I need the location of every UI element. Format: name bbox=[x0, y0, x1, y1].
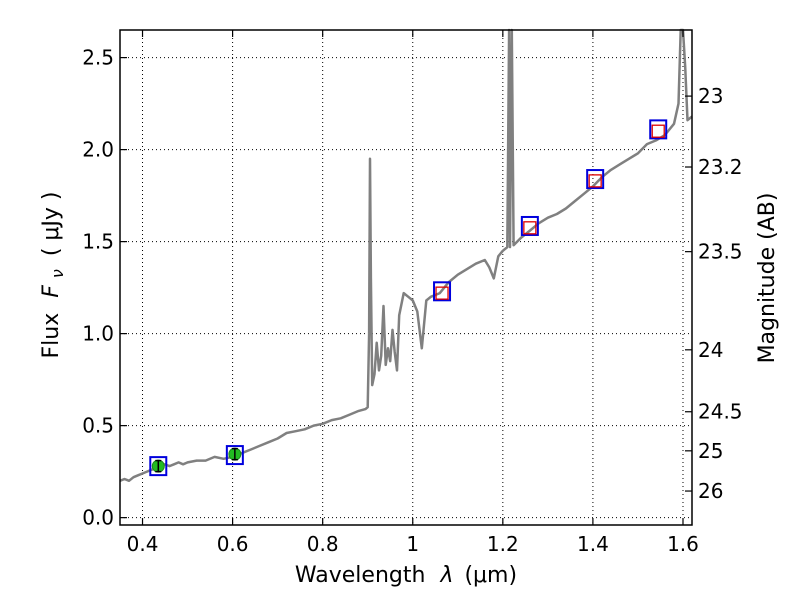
x-tick-label: 0.4 bbox=[127, 532, 159, 556]
x-tick-label: 1 bbox=[406, 532, 419, 556]
x-tick-label: 1.6 bbox=[667, 532, 699, 556]
model-point bbox=[225, 445, 244, 466]
y-tick-label: 0.5 bbox=[82, 414, 114, 438]
ticks bbox=[120, 30, 692, 525]
y2-tick-label: 23.2 bbox=[698, 155, 743, 179]
x-tick-label: 0.8 bbox=[307, 532, 339, 556]
model-point bbox=[586, 169, 605, 190]
model-point bbox=[433, 281, 452, 302]
upper-point bbox=[523, 221, 537, 235]
spectrum-line bbox=[119, 28, 693, 483]
x-tick-label: 0.6 bbox=[217, 532, 249, 556]
plot-frame bbox=[119, 29, 693, 526]
upper-point bbox=[651, 124, 665, 138]
y2-tick-label: 25 bbox=[698, 439, 723, 463]
y-tick-label: 1.0 bbox=[82, 322, 114, 346]
markers bbox=[149, 119, 668, 477]
spectrum-series bbox=[119, 28, 693, 483]
y2-axis-label: Magnitude (AB) bbox=[755, 193, 780, 364]
x-tick-label: 1.4 bbox=[577, 532, 609, 556]
y2-tick-label: 23 bbox=[698, 84, 723, 108]
grid bbox=[120, 30, 692, 525]
upper-point bbox=[435, 286, 449, 300]
y2-tick-label: 26 bbox=[698, 479, 723, 503]
y-tick-label: 0.0 bbox=[82, 506, 114, 530]
y-axis-label: Flux F ν ( μJy ) bbox=[39, 192, 69, 359]
y-tick-label: 2.5 bbox=[82, 46, 114, 70]
model-point bbox=[149, 456, 168, 477]
x-axis-label: Wavelength λ (μm) bbox=[295, 563, 517, 588]
tick-labels: 0.4 0.6 0.8 1 1.2 1.4 1.6 0.0 0.5 1.0 1.5 2.0 2.5 23 2… bbox=[82, 46, 742, 556]
y2-tick-label: 24.5 bbox=[698, 400, 743, 424]
upper-point bbox=[588, 174, 602, 188]
y2-tick-label: 24 bbox=[698, 338, 723, 362]
x-tick-label: 1.2 bbox=[487, 532, 519, 556]
y-tick-label: 1.5 bbox=[82, 230, 114, 254]
model-point bbox=[520, 215, 539, 236]
y-tick-label: 2.0 bbox=[82, 138, 114, 162]
model-point bbox=[649, 119, 668, 140]
y2-tick-label: 23.5 bbox=[698, 240, 743, 264]
